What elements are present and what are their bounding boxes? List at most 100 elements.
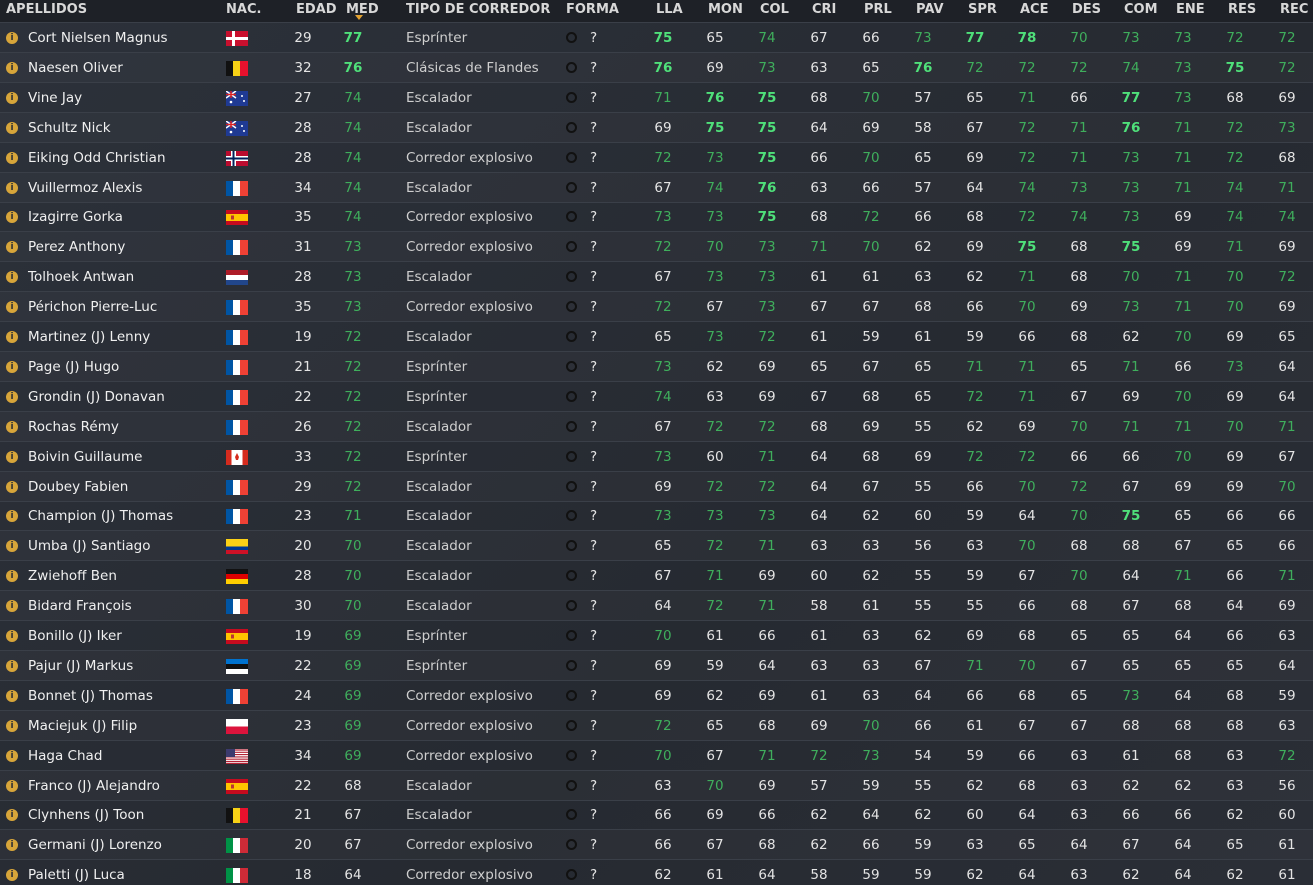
info-icon[interactable]: i [6,151,18,164]
info-icon[interactable]: i [6,779,18,792]
player-row[interactable] [0,292,1313,323]
info-icon[interactable]: i [6,360,18,373]
info-icon[interactable]: i [6,271,18,284]
player-row[interactable] [0,322,1313,352]
info-icon[interactable]: i [6,61,18,74]
player-row[interactable] [0,621,1313,651]
player-row[interactable] [0,232,1313,263]
player-name[interactable]: Bidard François [28,598,132,615]
info-icon[interactable]: i [6,809,18,822]
column-header[interactable]: RES [1228,2,1257,17]
info-icon[interactable]: i [6,181,18,194]
info-icon[interactable]: i [6,869,18,882]
info-icon[interactable]: i [6,719,18,732]
player-name[interactable]: Germani (J) Lorenzo [28,837,162,854]
column-header[interactable]: LLA [656,2,683,17]
info-icon[interactable]: i [6,32,18,44]
player-row[interactable] [0,472,1313,502]
player-row[interactable] [0,262,1313,293]
player-name[interactable]: Boivin Guillaume [28,448,143,465]
player-row[interactable] [0,651,1313,681]
player-name[interactable]: Umba (J) Santiago [28,538,151,555]
player-name[interactable]: Martinez (J) Lenny [28,329,151,345]
player-row[interactable] [0,681,1313,711]
player-name[interactable]: Clynhens (J) Toon [28,807,145,824]
player-name[interactable]: Maciejuk (J) Filip [28,717,138,734]
player-row[interactable] [0,83,1313,113]
info-icon[interactable]: i [6,540,18,553]
info-icon[interactable]: i [6,659,18,672]
player-name[interactable]: Tolhoek Antwan [28,269,135,286]
info-icon[interactable]: i [6,450,18,463]
column-header[interactable]: MON [708,2,743,17]
column-header[interactable]: DES [1072,2,1102,17]
info-icon[interactable]: i [6,331,18,343]
player-row[interactable] [0,800,1313,831]
info-icon[interactable]: i [6,689,18,702]
info-icon[interactable]: i [6,241,18,254]
column-header[interactable]: ACE [1020,2,1049,17]
player-name[interactable]: Schultz Nick [28,119,111,136]
player-row[interactable] [0,501,1313,532]
player-name[interactable]: Pajur (J) Markus [28,657,134,674]
player-row[interactable] [0,173,1313,203]
info-icon[interactable]: i [6,91,18,104]
info-icon[interactable]: i [6,121,18,134]
player-row[interactable] [0,382,1313,412]
info-icon[interactable]: i [6,420,18,433]
player-row[interactable] [0,711,1313,741]
column-header[interactable]: FORMA [566,2,619,17]
player-name[interactable]: Vuillermoz Alexis [28,179,143,196]
player-name[interactable]: Haga Chad [28,747,103,764]
column-header[interactable]: PAV [916,2,944,17]
player-name[interactable]: Bonnet (J) Thomas [28,687,153,704]
column-header[interactable]: EDAD [296,2,337,17]
info-icon[interactable]: i [6,301,18,314]
column-header[interactable]: COL [760,2,789,17]
player-name[interactable]: Périchon Pierre-Luc [28,299,158,316]
player-row[interactable] [0,531,1313,562]
player-name[interactable]: Perez Anthony [28,239,126,256]
player-row[interactable] [0,23,1313,53]
column-header[interactable]: SPR [968,2,997,17]
player-row[interactable] [0,741,1313,771]
player-row[interactable] [0,202,1313,233]
column-header[interactable]: PRL [864,2,892,17]
info-icon[interactable]: i [6,390,18,403]
player-row[interactable] [0,442,1313,472]
player-name[interactable]: Cort Nielsen Magnus [28,30,168,46]
info-icon[interactable]: i [6,630,18,642]
player-name[interactable]: Paletti (J) Luca [28,867,125,884]
player-row[interactable] [0,561,1313,592]
player-row[interactable] [0,113,1313,143]
column-header[interactable]: ENE [1176,2,1205,17]
column-header[interactable]: COM [1124,2,1158,17]
player-row[interactable] [0,830,1313,861]
player-name[interactable]: Champion (J) Thomas [28,508,174,525]
player-name[interactable]: Page (J) Hugo [28,358,120,375]
player-row[interactable] [0,771,1313,801]
player-name[interactable]: Grondin (J) Donavan [28,388,165,405]
info-icon[interactable]: i [6,510,18,523]
player-name[interactable]: Izagirre Gorka [28,209,123,226]
column-header[interactable]: MED [346,2,379,17]
info-icon[interactable]: i [6,570,18,583]
player-name[interactable]: Zwiehoff Ben [28,568,117,585]
player-row[interactable] [0,53,1313,83]
column-header[interactable]: REC [1280,2,1309,17]
player-row[interactable] [0,412,1313,442]
player-name[interactable]: Franco (J) Alejandro [28,777,160,794]
player-row[interactable] [0,352,1313,382]
info-icon[interactable]: i [6,839,18,852]
column-header[interactable]: CRI [812,2,837,17]
column-header[interactable]: TIPO DE CORREDOR [406,2,551,17]
column-header[interactable]: APELLIDOS [6,2,88,17]
player-name[interactable]: Rochas Rémy [28,418,119,435]
player-row[interactable] [0,143,1313,173]
player-name[interactable]: Bonillo (J) Iker [28,628,122,644]
column-header[interactable]: NAC. [226,2,262,17]
player-name[interactable]: Doubey Fabien [28,478,129,495]
info-icon[interactable]: i [6,211,18,224]
player-name[interactable]: Eiking Odd Christian [28,149,166,166]
info-icon[interactable]: i [6,749,18,762]
